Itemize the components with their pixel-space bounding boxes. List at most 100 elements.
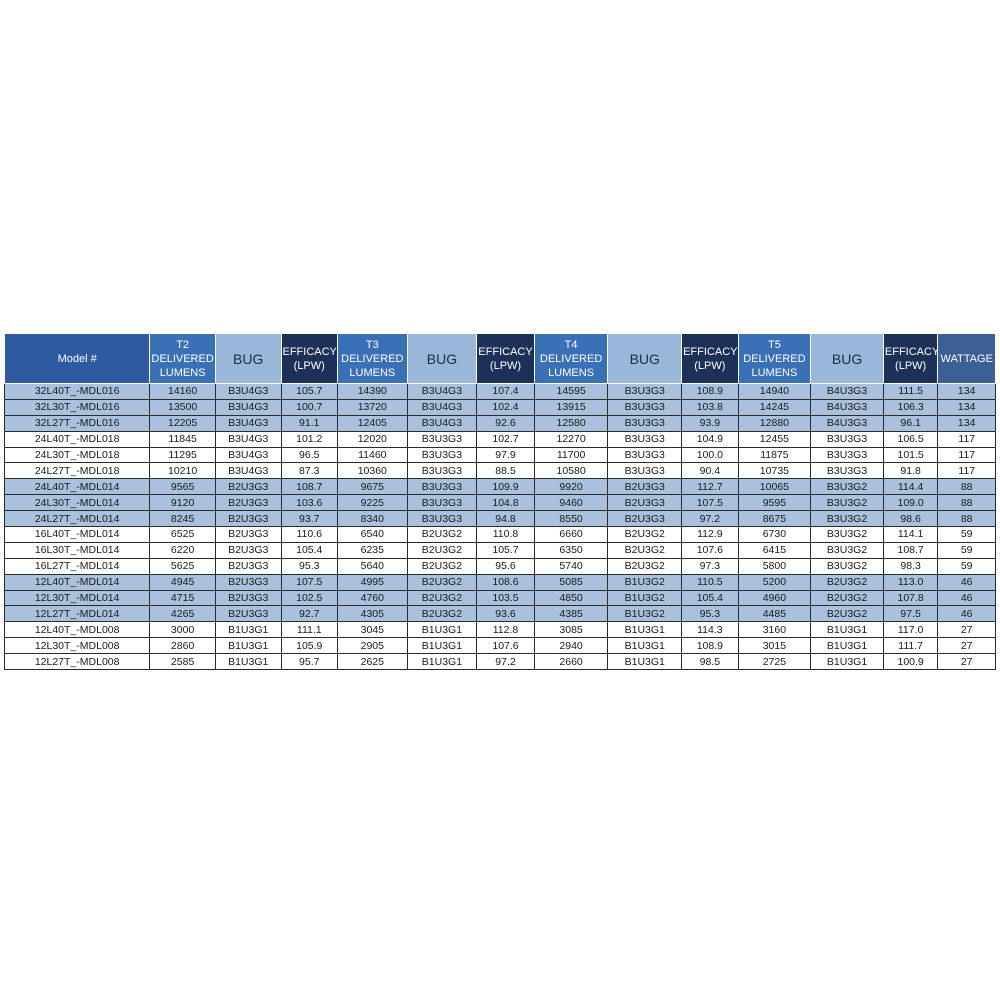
table-cell-eff: 112.9	[681, 526, 739, 543]
table-cell-eff: 113.0	[882, 573, 939, 591]
table-cell-watt: 46	[937, 573, 996, 591]
spec-table-container: Model # T2 DELIVERED LUMENS BUG EFFICACY (LPW)…	[3, 333, 996, 671]
table-cell-lumens: 13915	[533, 398, 609, 416]
model-number-cell: 12L27T_-MDL014	[3, 605, 151, 623]
table-cell-bug: B3U3G3	[406, 430, 478, 448]
table-cell-bug: B3U4G3	[214, 383, 282, 400]
table-cell-lumens: 2860	[149, 637, 216, 655]
table-cell-lumens: 14595	[533, 383, 609, 400]
column-header-lumens: T5 DELIVERED LUMENS	[737, 333, 812, 384]
table-cell-lumens: 9225	[337, 494, 408, 512]
model-number-cell: 24L40T_-MDL018	[3, 430, 151, 448]
table-cell-lumens: 13720	[337, 398, 408, 416]
table-cell-bug: B2U3G2	[607, 557, 683, 575]
table-cell-eff: 101.5	[882, 446, 939, 464]
table-row: 16L30T_-MDL014 6220 B2U3G3 105.4 6235 B2U3G2 1…	[3, 541, 996, 559]
table-row: 24L30T_-MDL018 11295 B3U4G3 96.5 11460 B3U3G3…	[3, 446, 996, 464]
table-cell-lumens: 5625	[149, 557, 216, 575]
table-cell-bug: B2U3G2	[810, 605, 884, 623]
table-cell-bug: B3U3G3	[810, 462, 884, 480]
table-cell-eff: 90.4	[681, 462, 739, 480]
table-cell-watt: 134	[937, 414, 996, 432]
table-cell-bug: B4U3G3	[810, 383, 884, 400]
table-cell-bug: B2U3G3	[214, 526, 282, 543]
table-cell-eff: 109.0	[882, 494, 939, 512]
column-header-bug: BUG	[406, 333, 478, 384]
table-cell-watt: 88	[937, 510, 996, 528]
table-cell-bug: B3U3G2	[810, 526, 884, 543]
table-cell-lumens: 3015	[737, 637, 812, 655]
table-body: 32L40T_-MDL016 14160 B3U4G3 105.7 14390 B3U4G…	[3, 383, 996, 671]
table-cell-lumens: 6415	[737, 541, 812, 559]
table-cell-lumens: 8675	[737, 510, 812, 528]
table-cell-eff: 107.8	[882, 589, 939, 607]
table-cell-lumens: 4715	[149, 589, 216, 607]
table-cell-eff: 91.1	[280, 414, 338, 432]
table-cell-eff: 112.8	[476, 621, 535, 639]
table-cell-bug: B1U3G1	[406, 653, 478, 671]
table-cell-lumens: 4995	[337, 573, 408, 591]
table-cell-bug: B1U3G1	[810, 653, 884, 671]
table-cell-eff: 100.7	[280, 398, 338, 416]
table-cell-eff: 98.6	[882, 510, 939, 528]
table-cell-eff: 92.6	[476, 414, 535, 432]
table-cell-eff: 111.1	[280, 621, 338, 639]
table-cell-lumens: 2660	[533, 653, 609, 671]
table-cell-lumens: 12020	[337, 430, 408, 448]
table-cell-bug: B1U3G1	[607, 621, 683, 639]
table-cell-eff: 108.9	[681, 383, 739, 400]
table-cell-eff: 97.2	[476, 653, 535, 671]
model-number-cell: 16L27T_-MDL014	[3, 557, 151, 575]
table-cell-lumens: 5740	[533, 557, 609, 575]
table-cell-lumens: 6660	[533, 526, 609, 543]
table-cell-eff: 107.4	[476, 383, 535, 400]
table-cell-watt: 117	[937, 462, 996, 480]
table-cell-bug: B2U3G2	[406, 541, 478, 559]
column-header-eff: EFFICACY (LPW)	[280, 333, 338, 384]
table-cell-eff: 117.0	[882, 621, 939, 639]
table-cell-bug: B2U3G3	[214, 605, 282, 623]
table-row: 12L30T_-MDL008 2860 B1U3G1 105.9 2905 B1U3G1 1…	[3, 637, 996, 655]
table-cell-bug: B2U3G3	[214, 494, 282, 512]
table-cell-bug: B1U3G1	[406, 637, 478, 655]
table-cell-lumens: 4945	[149, 573, 216, 591]
table-cell-lumens: 6730	[737, 526, 812, 543]
table-cell-eff: 109.9	[476, 478, 535, 496]
table-cell-bug: B3U4G3	[214, 414, 282, 432]
table-cell-bug: B3U3G2	[810, 510, 884, 528]
table-cell-bug: B2U3G3	[214, 573, 282, 591]
table-row: 32L30T_-MDL016 13500 B3U4G3 100.7 13720 B3U4G…	[3, 398, 996, 416]
table-cell-lumens: 9595	[737, 494, 812, 512]
model-number-cell: 24L27T_-MDL018	[3, 462, 151, 480]
table-cell-bug: B1U3G1	[810, 637, 884, 655]
table-cell-eff: 105.4	[280, 541, 338, 559]
table-cell-lumens: 11460	[337, 446, 408, 464]
table-cell-lumens: 5800	[737, 557, 812, 575]
table-cell-eff: 114.1	[882, 526, 939, 543]
table-cell-bug: B3U4G3	[214, 462, 282, 480]
table-cell-lumens: 9460	[533, 494, 609, 512]
column-header-lumens: T2 DELIVERED LUMENS	[149, 333, 216, 384]
table-cell-bug: B2U3G2	[810, 573, 884, 591]
table-cell-watt: 27	[937, 653, 996, 671]
table-row: 24L40T_-MDL018 11845 B3U4G3 101.2 12020 B3U3G…	[3, 430, 996, 448]
table-cell-bug: B2U3G3	[214, 589, 282, 607]
table-cell-bug: B2U3G3	[214, 541, 282, 559]
table-cell-eff: 112.7	[681, 478, 739, 496]
table-cell-bug: B3U4G3	[406, 398, 478, 416]
model-number-cell: 24L27T_-MDL014	[3, 510, 151, 528]
table-cell-eff: 104.8	[476, 494, 535, 512]
table-cell-bug: B3U3G2	[810, 541, 884, 559]
table-cell-lumens: 12455	[737, 430, 812, 448]
table-cell-eff: 107.6	[681, 541, 739, 559]
column-header-eff: EFFICACY (LPW)	[882, 333, 939, 384]
table-row: 24L40T_-MDL014 9565 B2U3G3 108.7 9675 B3U3G3 1…	[3, 478, 996, 496]
table-cell-eff: 101.2	[280, 430, 338, 448]
column-header-eff: EFFICACY (LPW)	[681, 333, 739, 384]
table-cell-eff: 95.3	[280, 557, 338, 575]
table-cell-eff: 87.3	[280, 462, 338, 480]
table-cell-eff: 104.9	[681, 430, 739, 448]
model-number-cell: 32L40T_-MDL016	[3, 383, 151, 400]
table-cell-lumens: 6350	[533, 541, 609, 559]
table-cell-lumens: 6525	[149, 526, 216, 543]
